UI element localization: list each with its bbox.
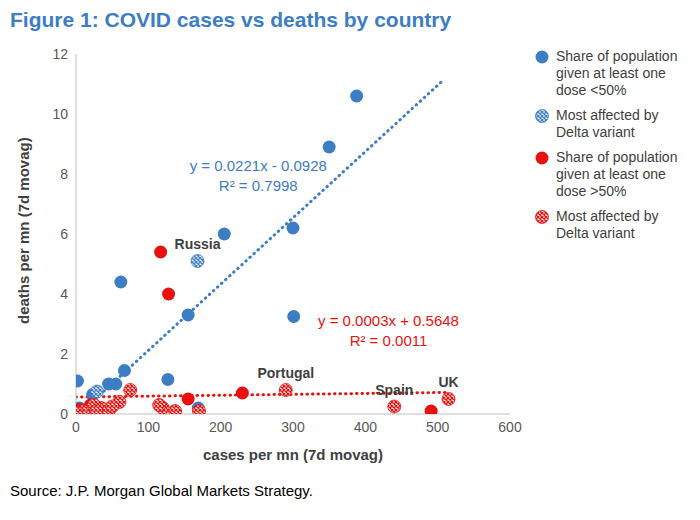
html-text:Most affected by Delta variant: Most affected by Delta variant — [556, 107, 659, 140]
svg-text:300: 300 — [281, 419, 305, 435]
svg-text:6: 6 — [60, 226, 68, 242]
svg-text:y = 0.0003x + 0.5648: y = 0.0003x + 0.5648 — [318, 312, 459, 329]
svg-text:Portugal: Portugal — [257, 365, 314, 381]
svg-text:UK: UK — [438, 374, 458, 390]
svg-text:10: 10 — [52, 106, 68, 122]
html-text:Most affected by Delta variant: Most affected by Delta variant — [556, 208, 659, 241]
svg-text:R² = 0.7998: R² = 0.7998 — [219, 177, 298, 194]
svg-text:0: 0 — [72, 419, 80, 435]
svg-text:600: 600 — [498, 419, 522, 435]
svg-text:deaths per mn (7d movag): deaths per mn (7d movag) — [15, 137, 32, 324]
svg-text:500: 500 — [426, 419, 450, 435]
svg-text:400: 400 — [354, 419, 378, 435]
svg-text:0: 0 — [60, 406, 68, 422]
svg-text:4: 4 — [60, 286, 68, 302]
svg-text:100: 100 — [137, 419, 161, 435]
html-text:Share of population given at l: Share of population given at least one d… — [556, 48, 678, 98]
svg-text:2: 2 — [60, 346, 68, 362]
svg-text:y = 0.0221x - 0.0928: y = 0.0221x - 0.0928 — [190, 157, 327, 174]
svg-text:Russia: Russia — [175, 236, 221, 252]
svg-text:12: 12 — [52, 46, 68, 62]
svg-text:200: 200 — [209, 419, 233, 435]
svg-text:8: 8 — [60, 166, 68, 182]
html-text:Share of population given at l: Share of population given at least one d… — [556, 149, 678, 199]
html-text:Source: J.P. Morgan Global Mar: Source: J.P. Morgan Global Markets Strat… — [10, 482, 313, 499]
html-text:Figure 1: COVID cases vs death: Figure 1: COVID cases vs deaths by count… — [10, 8, 452, 31]
svg-text:Spain: Spain — [375, 382, 413, 398]
svg-text:R² = 0.0011: R² = 0.0011 — [350, 332, 428, 349]
svg-text:cases per mn (7d movag): cases per mn (7d movag) — [203, 446, 383, 463]
